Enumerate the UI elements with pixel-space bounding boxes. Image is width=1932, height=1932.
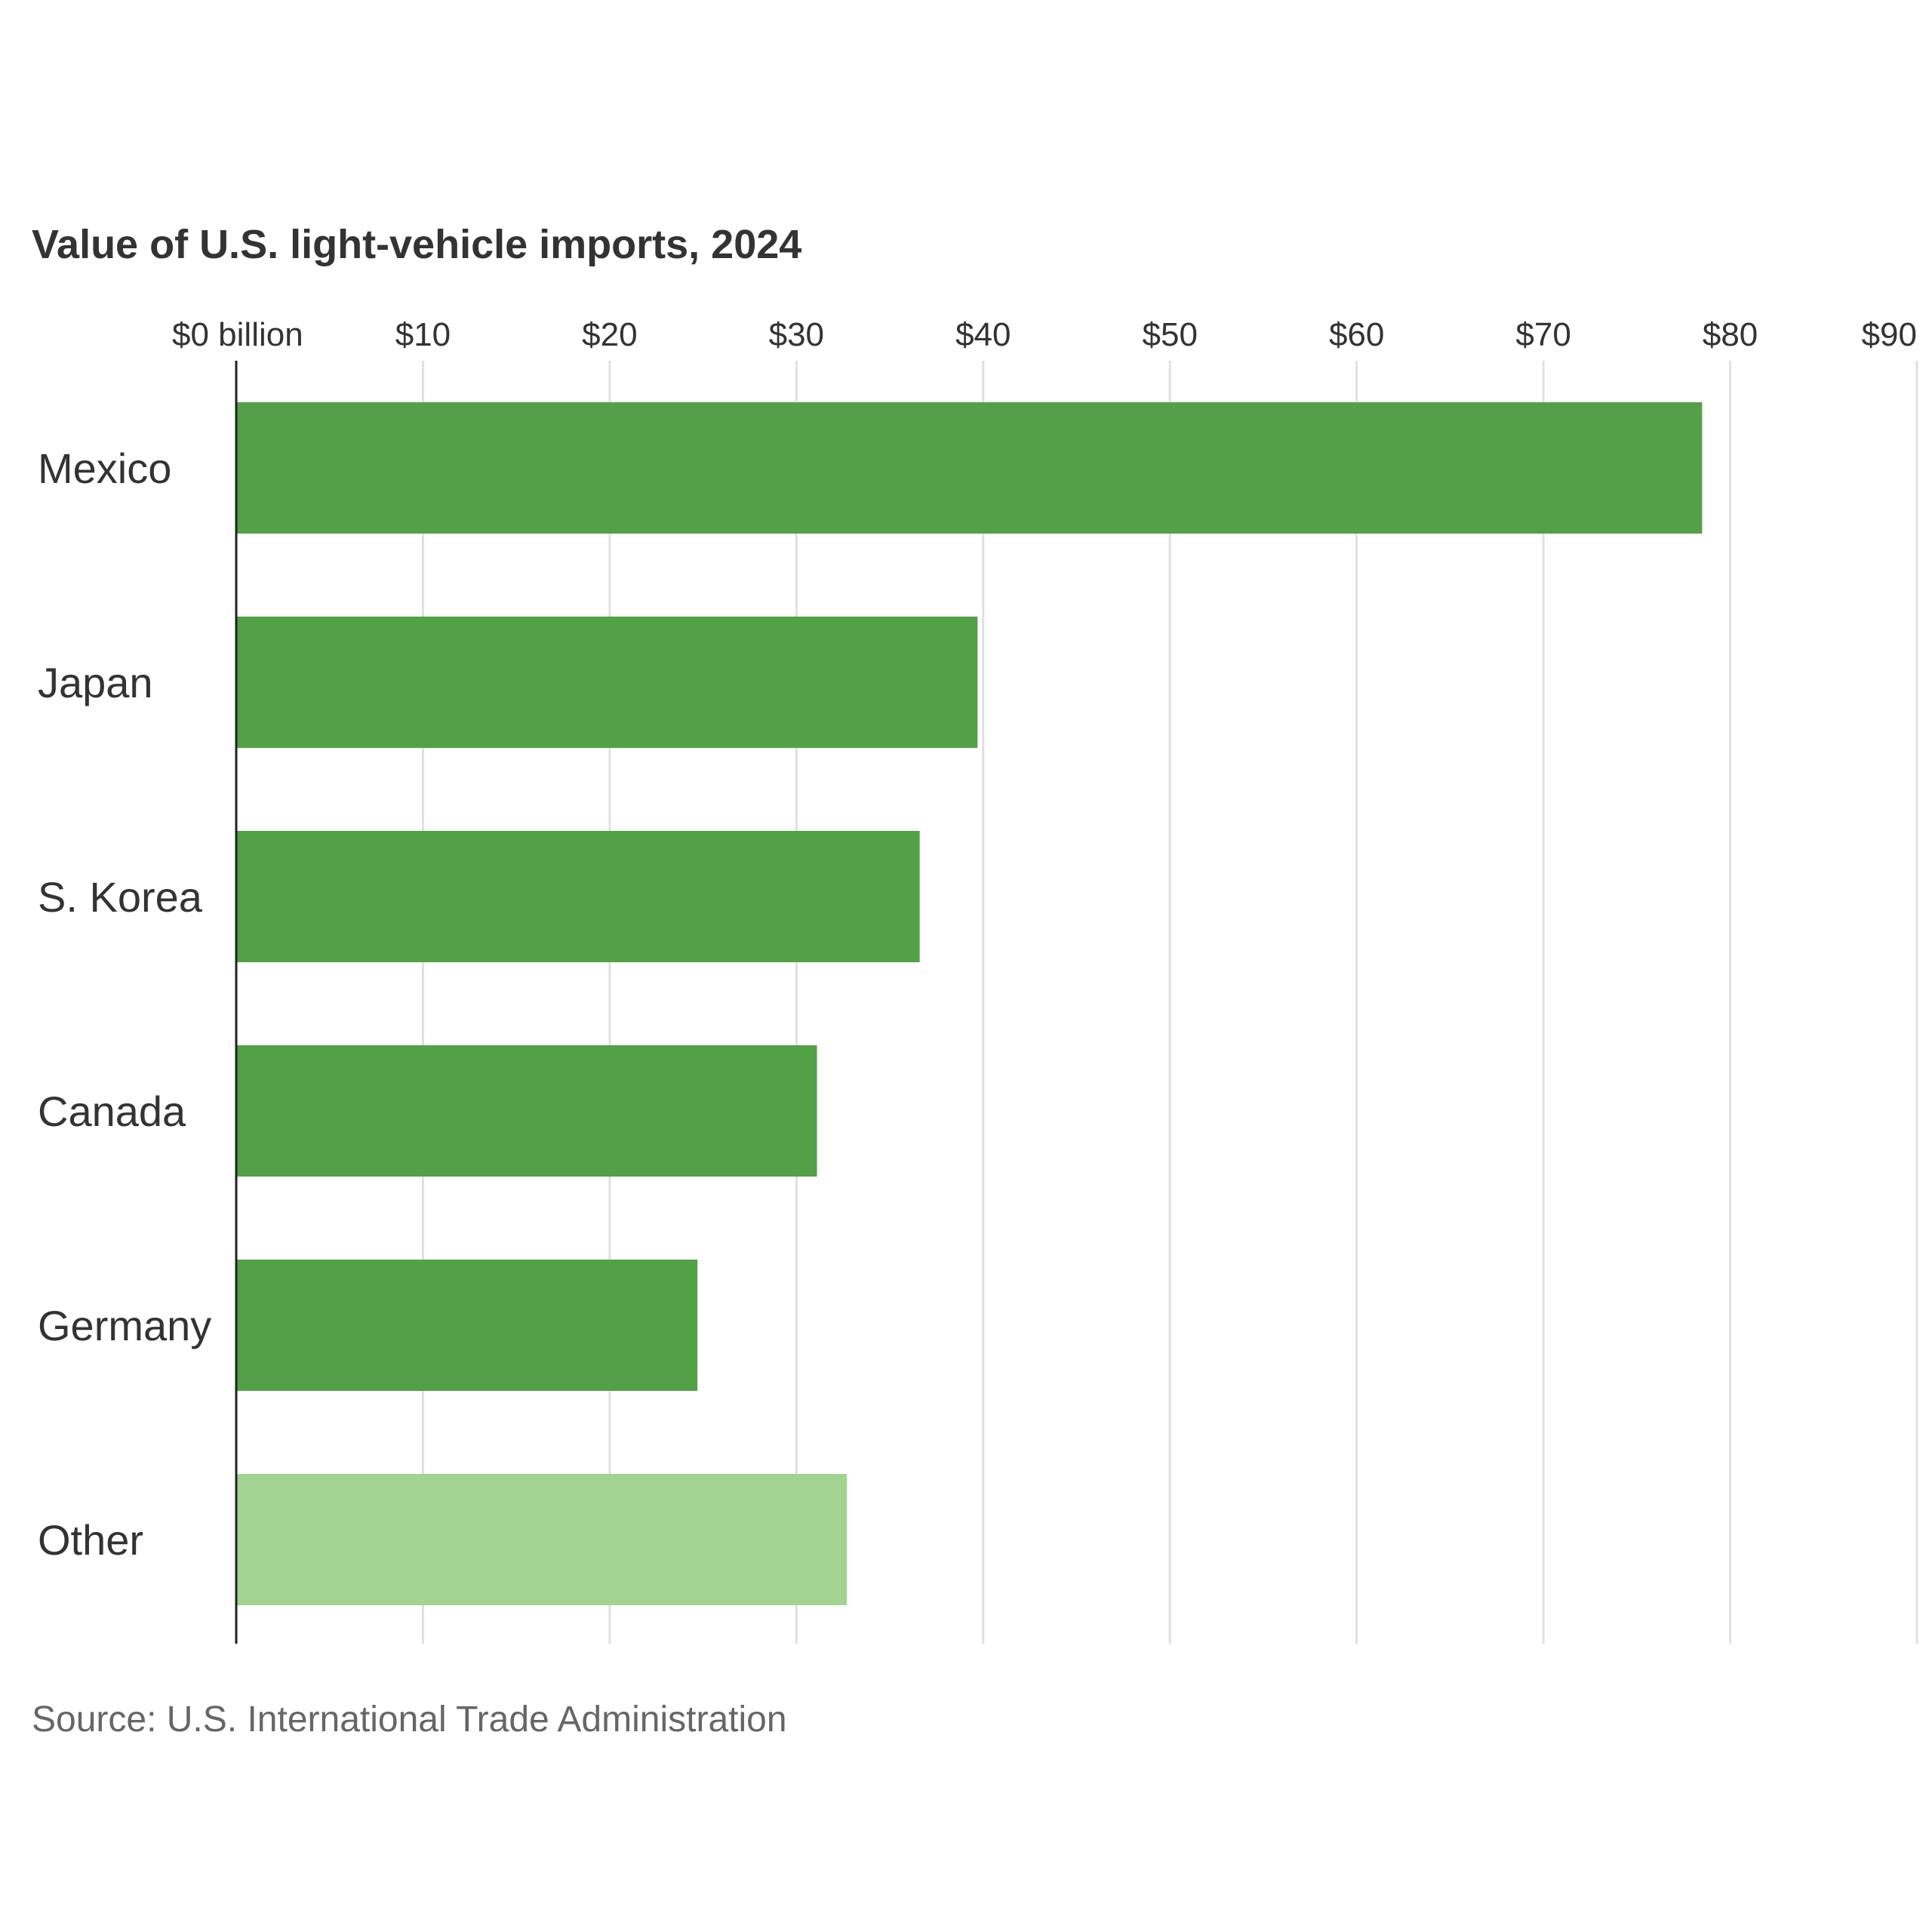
gridlines: [421, 361, 1918, 1644]
category-label: Other: [38, 1516, 143, 1564]
source-note: Source: U.S. International Trade Adminis…: [32, 1700, 787, 1740]
x-tick-label: $30: [769, 316, 824, 353]
x-tick-label: $20: [582, 316, 637, 353]
chart-title: Value of U.S. light-vehicle imports, 202…: [32, 222, 801, 267]
category-label: Germany: [38, 1302, 211, 1349]
x-tick-label: $10: [395, 316, 451, 353]
category-labels: Mexico Japan S. Korea Canada Germany Other: [38, 445, 211, 1564]
bars: [236, 402, 1703, 1605]
category-label: S. Korea: [38, 873, 203, 921]
category-label: Japan: [38, 659, 153, 706]
x-tick-label: $50: [1143, 316, 1198, 353]
bar-other: [236, 1474, 848, 1605]
x-tick-label: $40: [955, 316, 1011, 353]
bar-s-korea: [236, 831, 920, 962]
category-label: Mexico: [38, 445, 171, 492]
x-axis-ticks: $0 billion $10 $20 $30 $40 $50 $60 $70 $80 $90: [172, 316, 1917, 353]
bar-canada: [236, 1045, 817, 1177]
x-tick-label: $70: [1515, 316, 1571, 353]
x-tick-label: $80: [1703, 316, 1758, 353]
category-label: Canada: [38, 1088, 186, 1135]
bar-japan: [236, 617, 978, 748]
x-tick-label: $60: [1329, 316, 1384, 353]
bar-mexico: [236, 402, 1703, 534]
bar-germany: [236, 1260, 698, 1391]
x-tick-label: $0 billion: [172, 316, 303, 353]
x-tick-label: $90: [1862, 316, 1917, 353]
